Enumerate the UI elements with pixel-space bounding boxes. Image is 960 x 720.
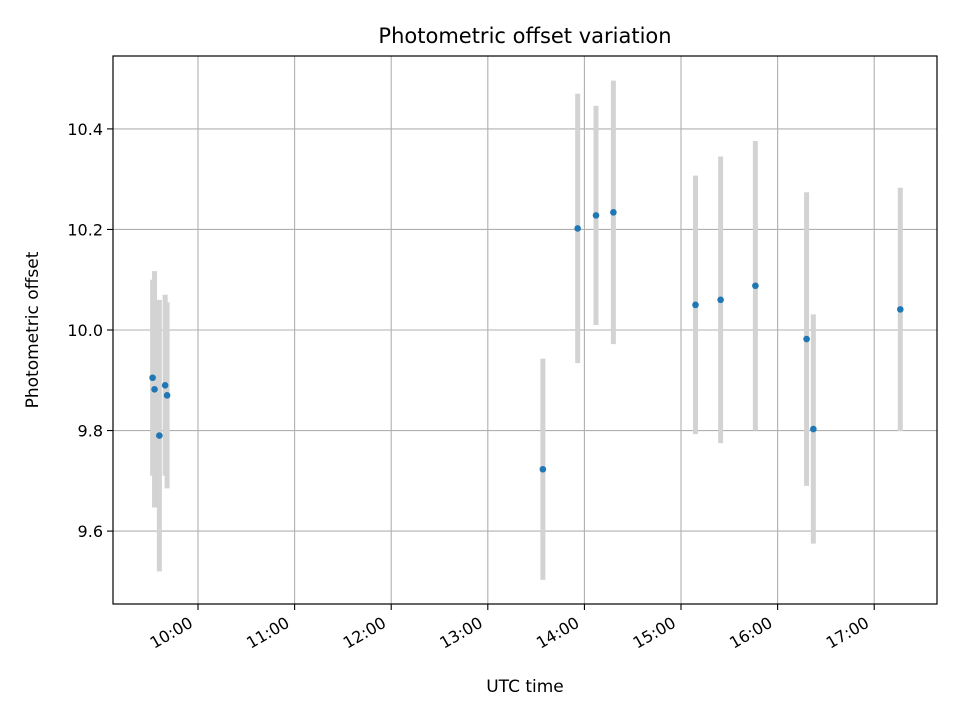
data-point — [161, 382, 169, 389]
data-point — [592, 212, 600, 219]
data-point — [610, 209, 617, 216]
y-tick-label: 10.2 — [67, 220, 103, 239]
data-point — [574, 225, 581, 232]
x-axis-label: UTC time — [486, 677, 564, 697]
y-tick-label: 9.6 — [78, 522, 103, 541]
data-point — [717, 296, 724, 304]
data-point — [149, 374, 156, 382]
data-points — [149, 209, 904, 473]
data-point — [803, 335, 810, 343]
y-tick-label: 9.8 — [78, 422, 103, 441]
data-point — [810, 425, 817, 433]
data-point — [156, 432, 163, 439]
data-point — [752, 282, 759, 290]
data-point — [539, 465, 547, 473]
y-axis-ticks: 9.6 9.8 10.0 10.2 10.4 — [67, 120, 113, 541]
data-point — [692, 301, 699, 309]
data-point — [896, 306, 904, 313]
y-tick-label: 10.4 — [67, 120, 103, 139]
data-point — [163, 392, 171, 399]
data-point — [151, 386, 158, 393]
grid — [113, 56, 937, 604]
y-tick-label: 10.0 — [67, 321, 103, 340]
chart-title: Photometric offset variation — [378, 24, 671, 48]
y-axis-label: Photometric offset — [23, 251, 43, 408]
